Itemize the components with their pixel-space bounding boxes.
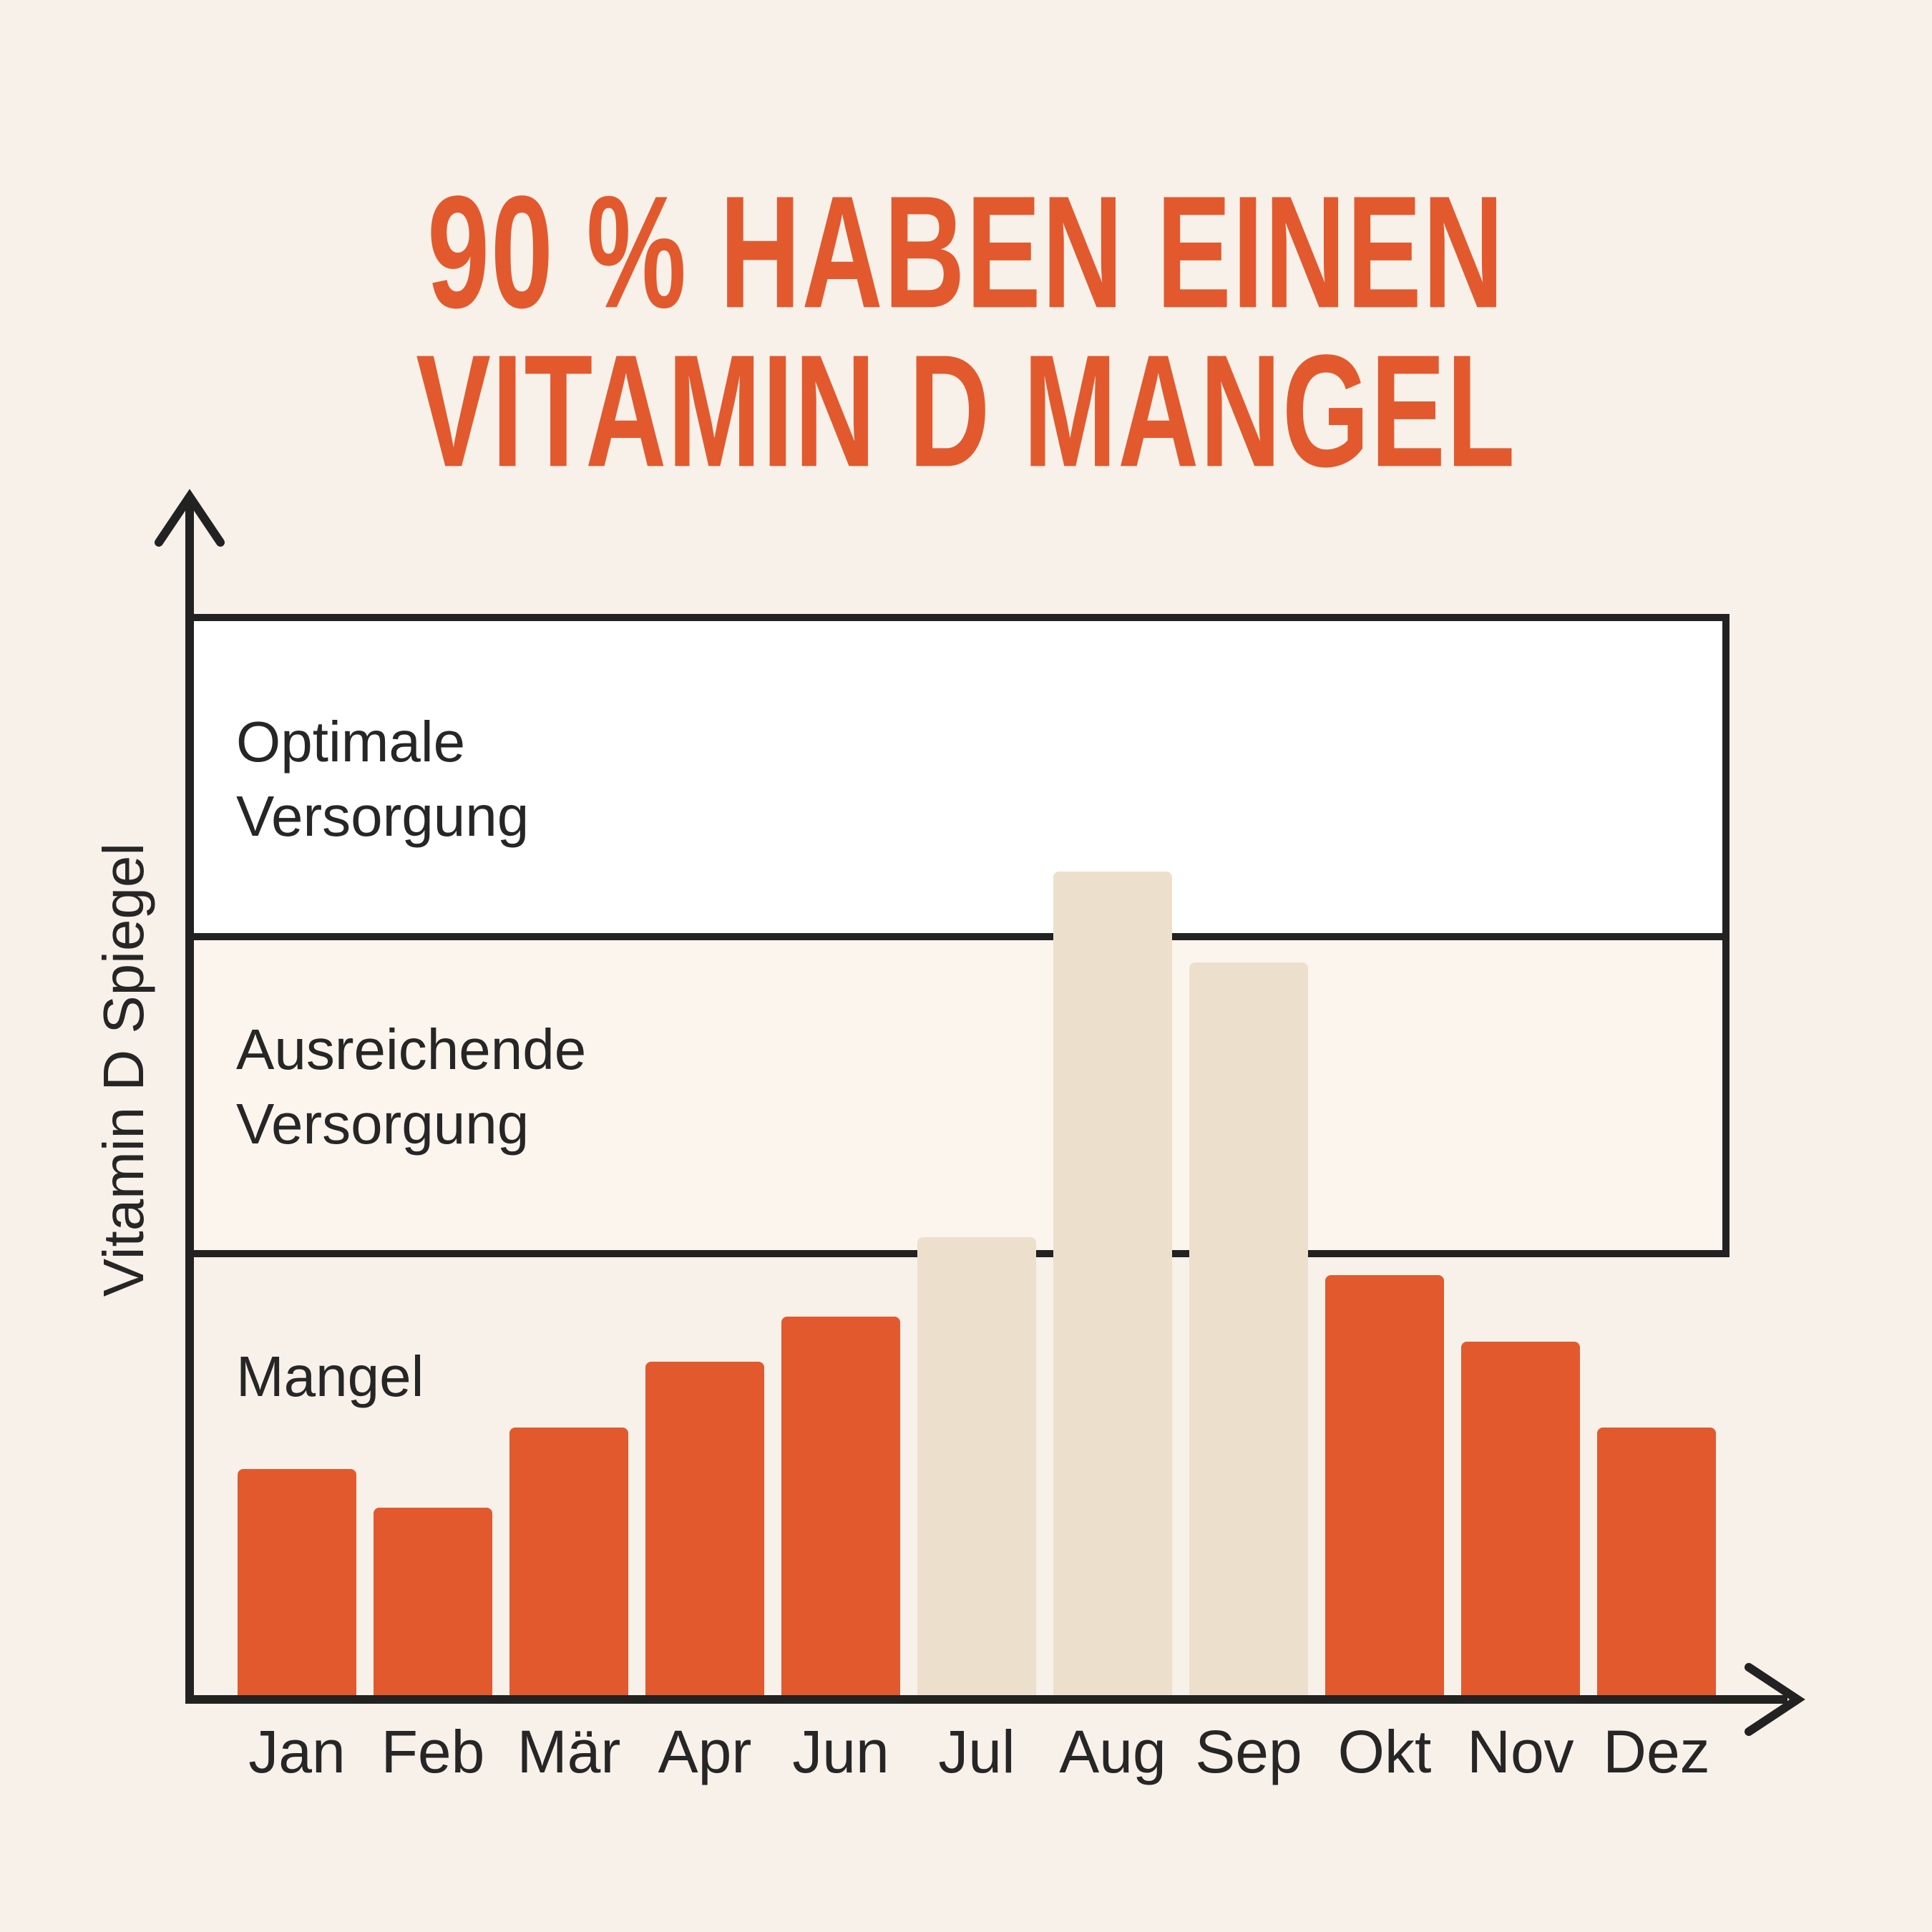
zone-label-sufficient: Ausreichende Versorgung — [236, 1018, 587, 1156]
zone-sufficient-fill — [190, 937, 1729, 1254]
bar-dez — [1597, 1428, 1716, 1699]
x-tick-label-aug: Aug — [1059, 1718, 1166, 1785]
y-axis-arrow-icon — [155, 489, 225, 547]
x-tick-label-jun: Jun — [792, 1718, 889, 1785]
x-tick-label-jul: Jul — [938, 1718, 1015, 1785]
x-axis-arrow-icon — [1745, 1663, 1805, 1736]
bar-okt — [1325, 1275, 1444, 1699]
bar-jul — [917, 1237, 1036, 1699]
x-tick-label-dez: Dez — [1603, 1718, 1710, 1785]
x-tick-label-nov: Nov — [1467, 1718, 1574, 1785]
bar-apr — [645, 1362, 764, 1699]
page-title-line-1: 90 % HABEN EINEN — [426, 162, 1506, 342]
x-tick-label-jan: Jan — [248, 1718, 346, 1785]
bar-jun — [781, 1317, 900, 1699]
x-tick-label-okt: Okt — [1337, 1718, 1432, 1785]
page-title-line-2: VITAMIN D MANGEL — [416, 321, 1516, 501]
bar-feb — [374, 1508, 492, 1699]
bar-sep — [1189, 962, 1308, 1699]
x-tick-label-feb: Feb — [381, 1718, 485, 1785]
zone-label-none: Mangel — [236, 1345, 424, 1408]
x-tick-label-mär: Mär — [517, 1718, 621, 1785]
bar-nov — [1461, 1342, 1580, 1699]
x-tick-label-apr: Apr — [658, 1718, 752, 1785]
zone-optimal-fill — [190, 618, 1729, 937]
bar-jan — [238, 1469, 356, 1699]
bar-mär — [509, 1428, 628, 1699]
y-axis-title: Vitamin D Spiegel — [92, 842, 155, 1297]
x-tick-label-sep: Sep — [1195, 1718, 1302, 1785]
bar-aug — [1053, 872, 1172, 1699]
zone-label-optimal: Optimale Versorgung — [236, 710, 530, 848]
